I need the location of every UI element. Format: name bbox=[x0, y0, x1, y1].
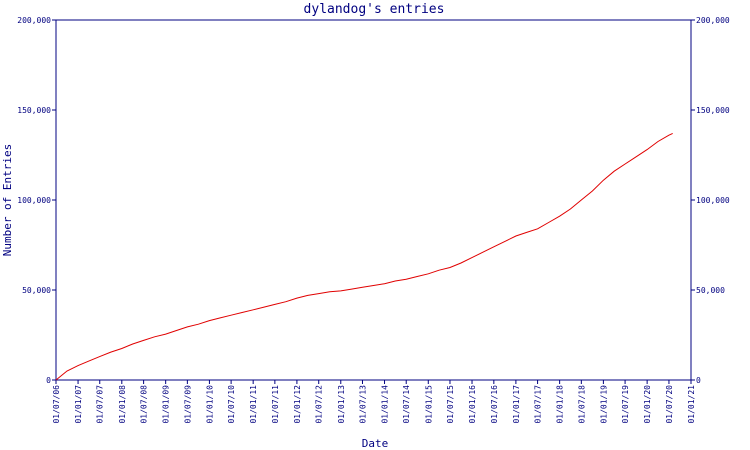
y-tick-label-left: 100,000 bbox=[17, 196, 51, 205]
x-tick-label: 01/01/19 bbox=[599, 385, 608, 424]
x-tick-label: 01/07/07 bbox=[96, 385, 105, 424]
series-line bbox=[55, 132, 673, 381]
x-tick-label: 01/07/12 bbox=[315, 385, 324, 424]
x-tick-label: 01/01/16 bbox=[468, 385, 477, 424]
x-tick-label: 01/01/21 bbox=[687, 385, 696, 424]
x-tick-label: 01/07/13 bbox=[358, 385, 367, 424]
x-ticks: 01/07/06 01/01/07 01/07/07 01/01/08 01/07/08… bbox=[52, 380, 696, 424]
x-tick-label: 01/07/15 bbox=[446, 385, 455, 424]
x-tick-label: 01/01/12 bbox=[293, 385, 302, 424]
y-ticks: 0 0 50,000 50,000 100,000 100,000 150,000 150,0… bbox=[17, 16, 730, 385]
y-tick-label-left: 150,000 bbox=[17, 106, 51, 115]
x-tick-label: 01/01/10 bbox=[205, 385, 214, 424]
chart-title: dylandog's entries bbox=[304, 2, 445, 17]
y-tick-label-left: 50,000 bbox=[22, 286, 51, 295]
x-tick-label: 01/01/09 bbox=[162, 385, 171, 424]
x-tick-label: 01/01/11 bbox=[249, 385, 258, 424]
x-tick-label: 01/07/20 bbox=[665, 385, 674, 424]
y-tick-label-right: 50,000 bbox=[696, 286, 725, 295]
x-tick-label: 01/01/07 bbox=[74, 385, 83, 424]
series-layer bbox=[55, 132, 673, 381]
x-tick-label: 01/01/13 bbox=[337, 385, 346, 424]
x-tick-label: 01/07/16 bbox=[490, 385, 499, 424]
y-tick-label-right: 200,000 bbox=[696, 16, 730, 25]
y-axis-label: Number of Entries bbox=[1, 144, 14, 257]
y-tick-label-right: 0 bbox=[696, 376, 701, 385]
x-tick-label: 01/01/14 bbox=[381, 385, 390, 424]
x-tick-label: 01/07/18 bbox=[577, 385, 586, 424]
y-tick-label-left: 0 bbox=[46, 376, 51, 385]
y-tick-label-right: 150,000 bbox=[696, 106, 730, 115]
y-tick-label-left: 200,000 bbox=[17, 16, 51, 25]
y-tick-label-right: 100,000 bbox=[696, 196, 730, 205]
x-tick-label: 01/07/14 bbox=[402, 385, 411, 424]
x-tick-label: 01/01/17 bbox=[512, 385, 521, 424]
x-tick-label: 01/07/08 bbox=[140, 385, 149, 424]
x-tick-label: 01/07/19 bbox=[621, 385, 630, 424]
x-tick-label: 01/07/06 bbox=[52, 385, 61, 424]
x-tick-label: 01/01/15 bbox=[424, 385, 433, 424]
x-tick-label: 01/07/09 bbox=[183, 385, 192, 424]
x-tick-label: 01/01/18 bbox=[556, 385, 565, 424]
x-tick-label: 01/01/08 bbox=[118, 385, 127, 424]
x-tick-label: 01/07/10 bbox=[227, 385, 236, 424]
x-axis-label: Date bbox=[362, 437, 389, 450]
x-tick-label: 01/07/11 bbox=[271, 385, 280, 424]
x-tick-label: 01/07/17 bbox=[534, 385, 543, 424]
x-tick-label: 01/01/20 bbox=[643, 385, 652, 424]
